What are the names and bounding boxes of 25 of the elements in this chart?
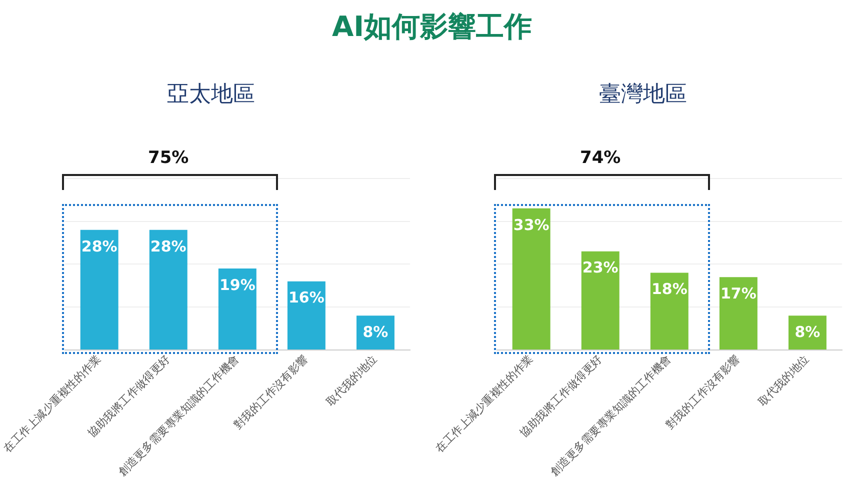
bar [218,268,256,350]
text: 74% [579,148,622,168]
text: 75% [147,148,190,168]
data-label: 16% [288,288,324,307]
bar [149,230,188,350]
chart-subtitle: 臺灣地區 [599,82,687,107]
data-label: 33% [513,216,550,234]
x-tick-label: 取代我的地位 [756,352,812,408]
chart-title: AI如何影響工作 [330,9,534,45]
bar [80,230,118,350]
data-label: 28% [150,237,186,256]
data-label: 19% [219,276,256,294]
bar [287,281,326,350]
data-label: 28% [81,237,118,256]
data-label: 8% [362,323,388,342]
bar [650,272,688,350]
data-label: 18% [651,280,688,298]
chart-subtitle: 亞太地區 [167,82,255,107]
data-label: 8% [794,323,820,342]
data-label: 17% [720,284,756,302]
data-label: 23% [582,258,618,277]
bar [581,251,620,350]
x-tick-label: 取代我的地位 [324,352,380,408]
bar [512,208,550,350]
bar [719,277,758,350]
